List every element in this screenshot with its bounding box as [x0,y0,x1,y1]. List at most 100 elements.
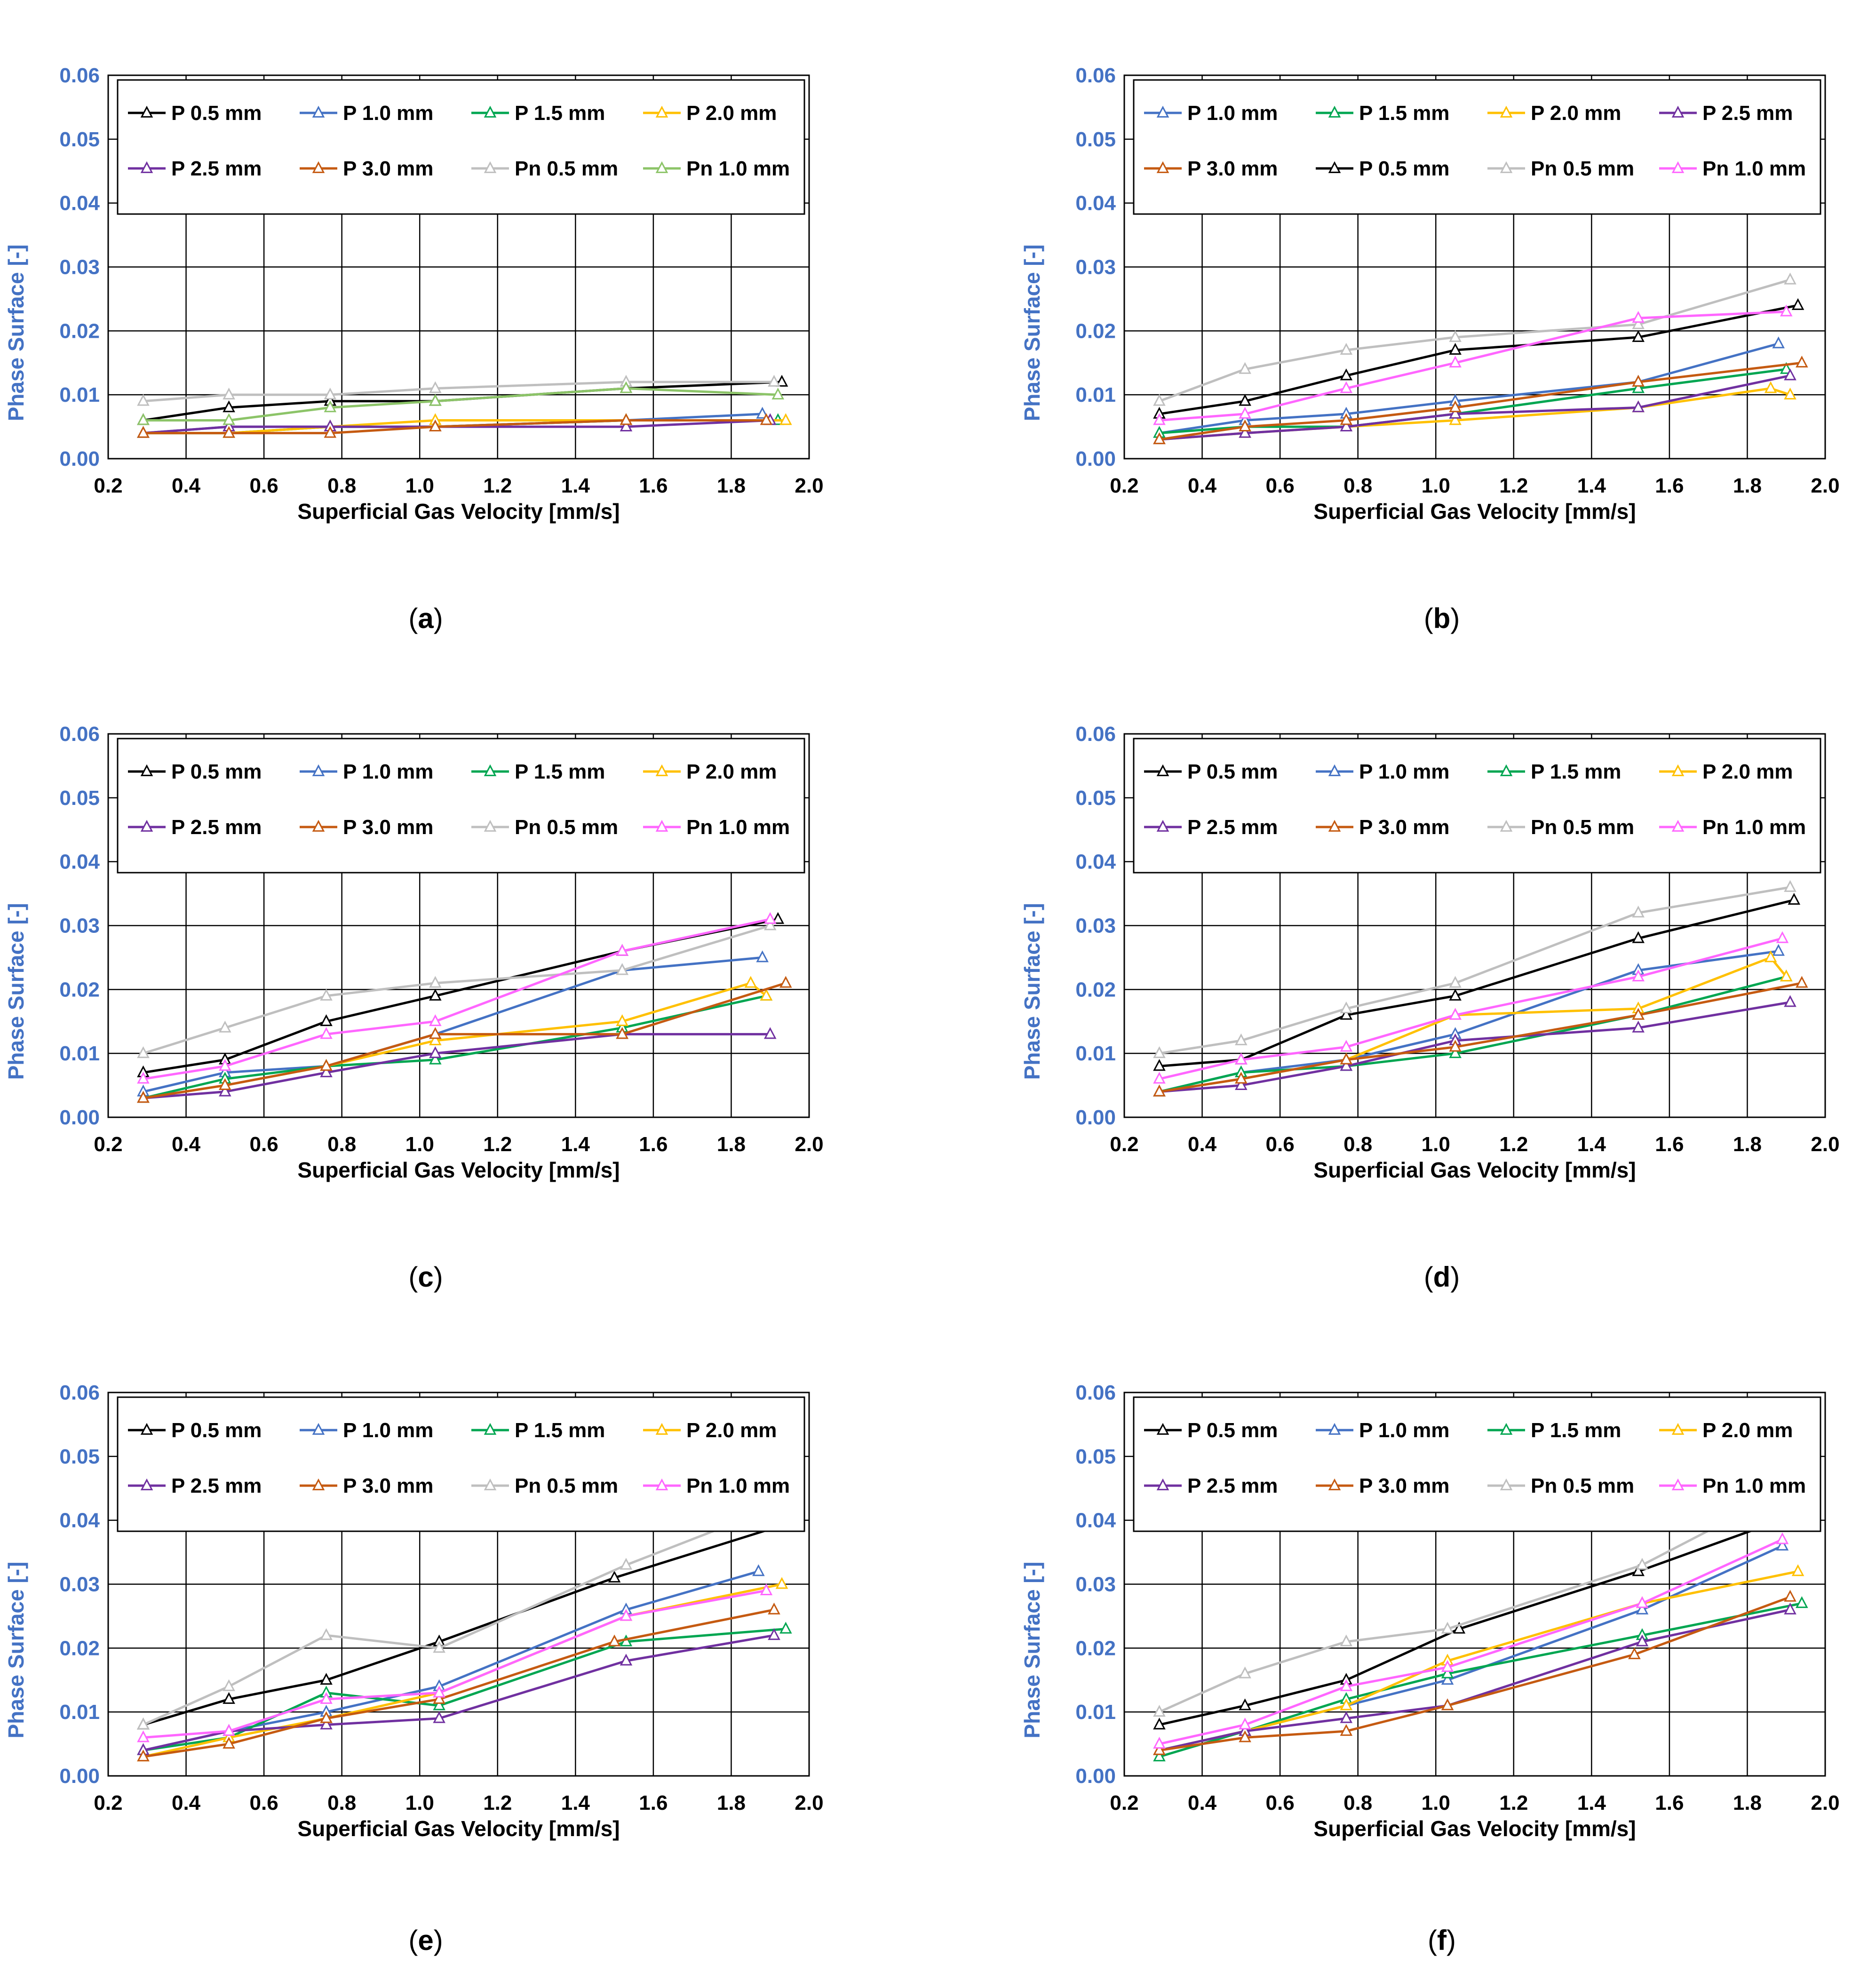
data-point [1788,892,1801,905]
x-tick-label: 1.4 [561,1133,590,1156]
data-point [1636,1602,1649,1615]
series-line [143,982,767,1099]
legend-marker [140,1478,153,1490]
x-tick-label: 1.4 [561,1791,590,1814]
legend-marker [1156,105,1169,118]
y-tick-label: 0.05 [59,128,100,151]
legend-box [117,738,805,874]
data-point [320,1628,333,1640]
x-tick-label: 1.8 [1733,474,1762,497]
y-tick-label: 0.06 [1075,1381,1116,1404]
panel-caption-letter: a [418,603,434,634]
data-point [320,1673,333,1685]
data-point [760,1583,773,1595]
data-point [324,426,337,438]
data-point [620,1558,633,1570]
series-line [143,1628,786,1752]
panel-caption: (e) [408,1925,443,1956]
x-tick-label: 0.4 [172,1133,201,1156]
x-tick-label: 0.2 [1110,1133,1138,1156]
data-point [620,381,633,393]
x-axis-title: Superficial Gas Velocity [mm/s] [297,1158,620,1182]
data-point [744,976,757,988]
data-point [1340,1001,1353,1013]
data-point [320,1059,333,1071]
x-tick-label: 0.8 [1343,474,1372,497]
series-line [143,918,771,1080]
data-point [771,912,785,924]
x-tick-label: 1.8 [1733,1791,1762,1814]
legend-marker [1156,1478,1169,1490]
data-point [429,1046,442,1058]
legend-label: P 2.0 mm [1702,760,1793,783]
plot-frame [107,74,810,460]
x-tick-label: 0.2 [1110,474,1138,497]
data-point [1784,1602,1797,1615]
legend-marker [1328,1423,1341,1435]
data-point [429,381,442,393]
x-tick-label: 2.0 [1811,474,1839,497]
data-point [1784,880,1797,892]
data-point [219,1084,231,1097]
x-axis-title: Superficial Gas Velocity [mm/s] [1313,1816,1636,1841]
x-tick-label: 1.2 [483,1133,512,1156]
data-point [1453,1622,1466,1634]
x-tick-label: 0.4 [172,1791,201,1814]
data-point [320,1027,333,1039]
data-point [1340,381,1353,393]
data-point [620,413,633,425]
series-line [1159,304,1798,415]
y-tick-label: 0.00 [1075,1765,1116,1788]
legend-marker [1500,1478,1513,1490]
legend-marker [655,764,668,776]
data-point [137,394,150,406]
legend-label: P 2.0 mm [686,102,777,125]
legend-marker [312,105,325,118]
data-point [223,426,235,438]
legend-marker [1500,161,1513,173]
legend-marker [655,105,668,118]
x-tick-label: 1.8 [717,474,746,497]
series-line [1159,950,1779,1093]
data-point [1340,368,1353,381]
data-point [1340,1059,1353,1071]
chart-panel-c: 0.2 0.4 0.6 0.8 1.0 1.2 1.4 1.6 1.8 2.0 0.00 0.01 0.… [4,723,824,1293]
x-tick-label: 0.6 [1266,474,1295,497]
panel-caption-letter: c [418,1261,433,1293]
data-point [1449,330,1462,342]
series-line [143,413,763,435]
data-point [1153,1084,1166,1097]
data-point [616,1014,628,1026]
legend-label: Pn 1.0 mm [1702,816,1806,839]
legend-marker [484,105,497,118]
y-tick-label: 0.00 [1075,447,1116,470]
series-line [1159,368,1787,435]
legend-marker [484,764,497,776]
data-point [1441,1660,1454,1672]
data-point [1340,1040,1353,1052]
y-tick-label: 0.01 [1075,383,1116,406]
data-point [1449,342,1462,355]
y-tick-label: 0.01 [1075,1042,1116,1065]
chart-panel-d: 0.2 0.4 0.6 0.8 1.0 1.2 1.4 1.6 1.8 2.0 0.00 0.01 0.… [1020,723,1840,1293]
legend-label: P 3.0 mm [343,157,433,180]
data-point [223,1724,235,1736]
y-tick-label: 0.04 [59,851,100,874]
x-tick-label: 1.6 [1655,1133,1684,1156]
legend-marker [1156,1423,1169,1435]
data-point [1449,400,1462,413]
data-point [1239,362,1251,374]
series-line [1159,899,1795,1067]
series-line [143,1506,775,1726]
data-point [1153,1750,1166,1762]
x-tick-label: 1.8 [717,1791,746,1814]
data-point [219,1020,231,1033]
data-point [1776,1538,1789,1551]
data-point [137,1072,150,1084]
y-tick-label: 0.05 [1075,1445,1116,1468]
series-line [143,982,787,1099]
data-point [1235,1078,1248,1090]
series-line [143,419,766,435]
y-tick-label: 0.00 [59,1765,100,1788]
data-point [1449,356,1462,368]
